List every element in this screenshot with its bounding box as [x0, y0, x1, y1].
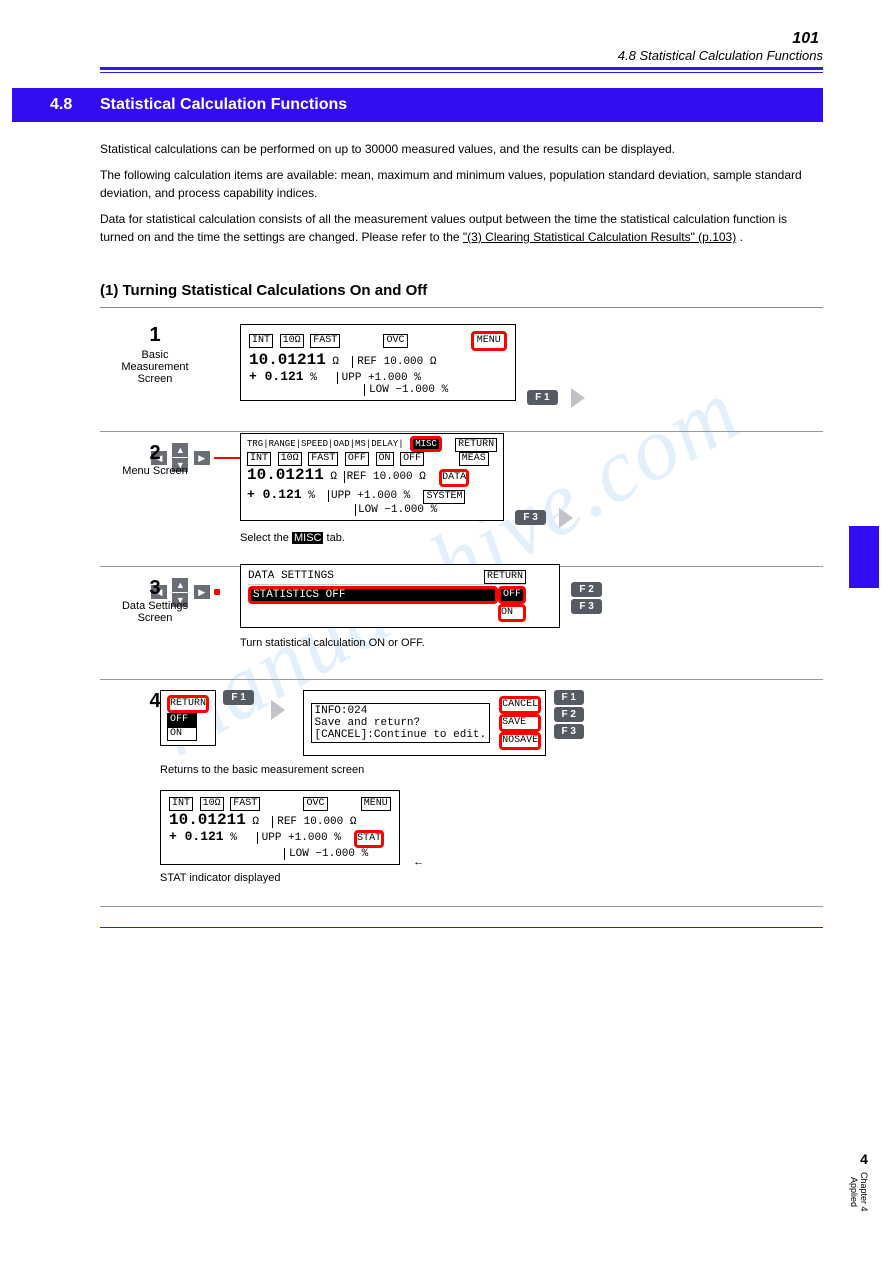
- step3-label: 3 Data Settings Screen: [110, 577, 200, 624]
- arrow-icon: [571, 388, 585, 408]
- step4-caption1: Returns to the basic measurement screen: [160, 764, 823, 776]
- arrow-icon: [271, 700, 285, 720]
- step1-lcd: INT 10Ω FAST OVC MENU 10.01211 Ω REF 10.…: [240, 324, 516, 401]
- f2-key[interactable]: F 2: [571, 582, 601, 597]
- step4-lcd-final: INT 10Ω FAST OVC MENU 10.01211 Ω REF 10.…: [160, 790, 400, 865]
- intro-p3: Data for statistical calculation consist…: [100, 210, 823, 246]
- f2-key[interactable]: F 2: [554, 707, 584, 722]
- f1-key[interactable]: F 1: [223, 690, 253, 705]
- stat-indicator: STAT: [354, 830, 384, 848]
- intro-p1: Statistical calculations can be performe…: [100, 140, 823, 158]
- menu-button[interactable]: MENU: [471, 331, 507, 351]
- step1-label: 1 Basic Measurement Screen: [110, 324, 200, 385]
- cancel-button[interactable]: CANCEL: [499, 696, 541, 714]
- header-rule-1: [100, 67, 823, 70]
- step4-info-dialog: INFO:024 Save and return? [CANCEL]:Conti…: [303, 690, 547, 756]
- side-page-label: 4 Chapter 4 Applied: [849, 1151, 879, 1213]
- footer-rule: [100, 927, 823, 928]
- banner-num: 4.8: [50, 88, 100, 122]
- save-button[interactable]: SAVE: [499, 714, 541, 732]
- sub-rule: [100, 307, 823, 308]
- divider: [100, 431, 823, 432]
- data-button[interactable]: DATA: [439, 469, 469, 487]
- misc-tab[interactable]: MISC: [410, 436, 442, 452]
- section-banner: 4.8 Statistical Calculation Functions: [12, 88, 823, 122]
- intro-link[interactable]: "(3) Clearing Statistical Calculation Re…: [463, 230, 736, 244]
- step4-label: 4: [110, 690, 200, 713]
- intro-text: Statistical calculations can be performe…: [100, 140, 823, 246]
- side-tab: [849, 526, 879, 588]
- f1-key[interactable]: F 1: [554, 690, 584, 705]
- opt-on[interactable]: ON: [498, 604, 526, 622]
- page-number: 101: [792, 30, 819, 47]
- f1-key[interactable]: F 1: [527, 390, 557, 405]
- divider: [100, 906, 823, 907]
- arrow-icon: [559, 508, 573, 528]
- subheading: (1) Turning Statistical Calculations On …: [100, 282, 823, 299]
- header-subtitle: 4.8 Statistical Calculation Functions: [618, 48, 823, 63]
- banner-title: Statistical Calculation Functions: [100, 88, 347, 122]
- f3-key[interactable]: F 3: [554, 724, 584, 739]
- opt-off[interactable]: OFF: [498, 586, 526, 604]
- step3-lcd: DATA SETTINGS RETURN STATISTICS OFF OFF …: [240, 564, 560, 628]
- step4-caption2: STAT indicator displayed: [160, 872, 823, 884]
- red-dot-icon: [214, 589, 220, 595]
- header-rule-2: [100, 72, 823, 73]
- f3-key[interactable]: F 3: [515, 510, 545, 525]
- step3-caption: Turn statistical calculation ON or OFF.: [240, 637, 823, 649]
- statistics-row[interactable]: STATISTICS OFF: [248, 586, 498, 604]
- nosave-button[interactable]: NOSAVE: [499, 732, 541, 750]
- divider: [100, 679, 823, 680]
- misc-label: MISC: [292, 532, 324, 544]
- step2-lcd: TRG|RANGE|SPEED|OAD|MS|DELAY| MISC RETUR…: [240, 433, 504, 521]
- intro-p2: The following calculation items are avai…: [100, 166, 823, 202]
- f3-key[interactable]: F 3: [571, 599, 601, 614]
- header-right: 101 4.8 Statistical Calculation Function…: [100, 30, 823, 63]
- step2-label: 2 Menu Screen: [110, 442, 200, 477]
